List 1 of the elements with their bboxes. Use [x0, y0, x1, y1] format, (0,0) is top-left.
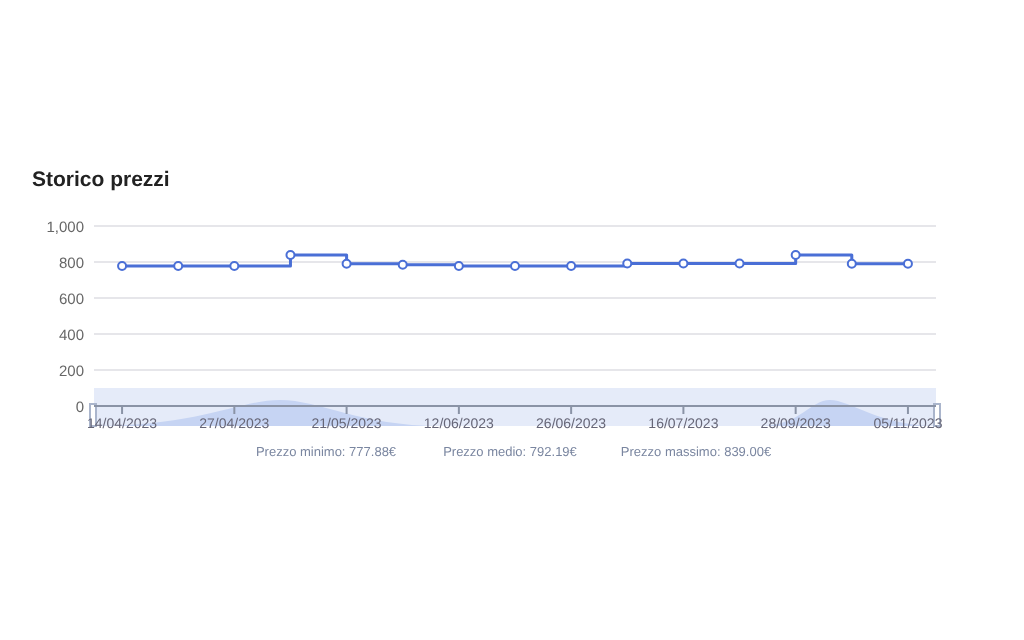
chart-title: Storico prezzi [32, 168, 170, 192]
